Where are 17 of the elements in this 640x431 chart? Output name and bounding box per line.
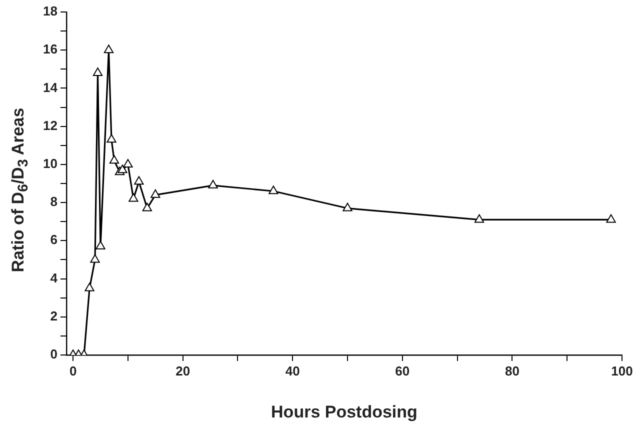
- y-tick-label: 0: [50, 346, 58, 362]
- y-tick-label: 4: [50, 270, 58, 286]
- x-tick-label: 100: [611, 363, 633, 378]
- y-tick-label: 16: [42, 42, 58, 57]
- y-tick-label: 2: [50, 308, 58, 324]
- y-tick-label: 18: [42, 4, 58, 19]
- y-tick-label: 12: [42, 118, 58, 133]
- y-tick-label: 14: [42, 80, 58, 95]
- y-tick-label: 8: [50, 194, 58, 210]
- y-tick-label: 6: [50, 232, 58, 248]
- x-tick-label: 40: [285, 363, 300, 378]
- y-tick-label: 10: [42, 156, 58, 172]
- x-tick-label: 20: [176, 363, 190, 378]
- x-tick-label: 60: [395, 363, 410, 378]
- x-tick-label: 0: [69, 363, 77, 378]
- x-axis-title: Hours Postdosing: [271, 402, 418, 422]
- x-tick-label: 80: [504, 363, 520, 378]
